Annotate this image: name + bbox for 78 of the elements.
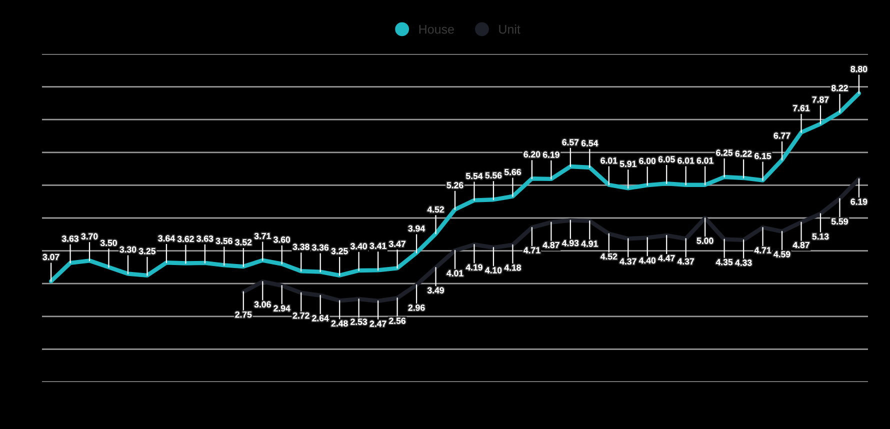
data-label: 3.63 xyxy=(196,236,214,242)
data-label: 3.25 xyxy=(138,248,156,254)
data-label: 6.00 xyxy=(639,158,656,164)
data-label: 6.19 xyxy=(542,152,560,158)
data-label: 6.01 xyxy=(678,158,694,164)
data-label: 6.20 xyxy=(524,151,540,158)
data-label: 4.40 xyxy=(638,257,656,264)
data-label: 3.36 xyxy=(312,244,329,251)
data-label: 5.00 xyxy=(696,238,714,244)
data-label: 3.60 xyxy=(274,236,290,243)
data-label: 3.47 xyxy=(388,240,406,248)
data-label: 4.18 xyxy=(504,264,521,271)
data-label: 7.87 xyxy=(812,96,829,103)
data-label: 4.35 xyxy=(716,258,733,266)
data-label: 2.72 xyxy=(292,312,310,319)
data-label: 3.64 xyxy=(158,235,175,242)
data-label: 6.01 xyxy=(696,158,714,164)
data-label: 5.26 xyxy=(446,182,464,188)
data-label: 3.41 xyxy=(370,242,386,249)
data-label: 6.77 xyxy=(774,132,790,139)
data-label: 2.48 xyxy=(331,320,348,327)
data-label: 6.54 xyxy=(581,140,598,146)
data-label: 6.25 xyxy=(716,150,733,156)
data-label: 3.25 xyxy=(331,248,348,254)
data-label: 3.07 xyxy=(42,254,60,260)
data-label: 3.70 xyxy=(81,233,98,240)
data-label: 3.30 xyxy=(120,246,136,253)
data-label: 8.22 xyxy=(831,85,848,92)
data-label: 4.37 xyxy=(620,258,636,265)
data-label: 2.96 xyxy=(408,304,425,311)
data-label: 4.71 xyxy=(754,247,772,254)
data-label: 3.71 xyxy=(254,232,271,240)
data-label: 4.19 xyxy=(466,264,482,270)
data-label: 6.22 xyxy=(735,150,752,157)
data-label: 5.54 xyxy=(466,173,483,180)
data-label: 2.75 xyxy=(235,311,252,318)
legend-label: House xyxy=(419,24,454,34)
data-label: 3.50 xyxy=(100,240,117,246)
data-label: 4.87 xyxy=(792,242,810,248)
data-label: 5.56 xyxy=(485,172,502,178)
data-label: 8.80 xyxy=(850,66,868,72)
data-label: 3.63 xyxy=(62,236,78,242)
data-label: 5.13 xyxy=(812,233,829,240)
data-label: 2.47 xyxy=(370,320,386,327)
data-label: 3.52 xyxy=(235,239,252,246)
data-label: 4.10 xyxy=(485,267,502,274)
data-label: 5.91 xyxy=(620,160,636,167)
data-label: 2.64 xyxy=(312,315,329,322)
data-label: 4.52 xyxy=(600,253,618,260)
data-label: 2.94 xyxy=(274,305,290,312)
data-label: 6.57 xyxy=(562,139,579,146)
data-label: 4.01 xyxy=(446,270,464,276)
data-label: 6.19 xyxy=(850,198,868,205)
data-label: 4.52 xyxy=(427,206,444,213)
data-label: 3.49 xyxy=(427,287,444,294)
data-label: 4.59 xyxy=(774,251,790,258)
data-label: 3.56 xyxy=(216,238,232,244)
data-label: 2.53 xyxy=(350,318,368,325)
data-label: 6.15 xyxy=(754,152,772,160)
data-label: 7.61 xyxy=(793,105,810,112)
data-label: 4.47 xyxy=(658,255,675,262)
data-label: 4.93 xyxy=(562,240,579,246)
data-label: 3.94 xyxy=(408,225,425,232)
data-label: 4.37 xyxy=(677,258,694,265)
data-label: 4.91 xyxy=(581,240,598,247)
data-label: 3.06 xyxy=(254,301,271,308)
data-label: 3.40 xyxy=(350,243,367,250)
legend-label: Unit xyxy=(499,24,520,34)
data-label: 6.01 xyxy=(600,158,618,164)
data-label: 2.56 xyxy=(389,318,406,324)
data-label: 4.87 xyxy=(542,242,560,248)
data-label: 5.66 xyxy=(504,168,521,176)
data-label: 3.38 xyxy=(292,244,310,250)
data-label: 6.05 xyxy=(658,156,675,162)
data-label: 4.71 xyxy=(524,247,540,254)
data-label: 5.59 xyxy=(831,218,848,225)
data-label: 3.62 xyxy=(177,236,194,242)
data-label: 4.33 xyxy=(735,260,752,266)
